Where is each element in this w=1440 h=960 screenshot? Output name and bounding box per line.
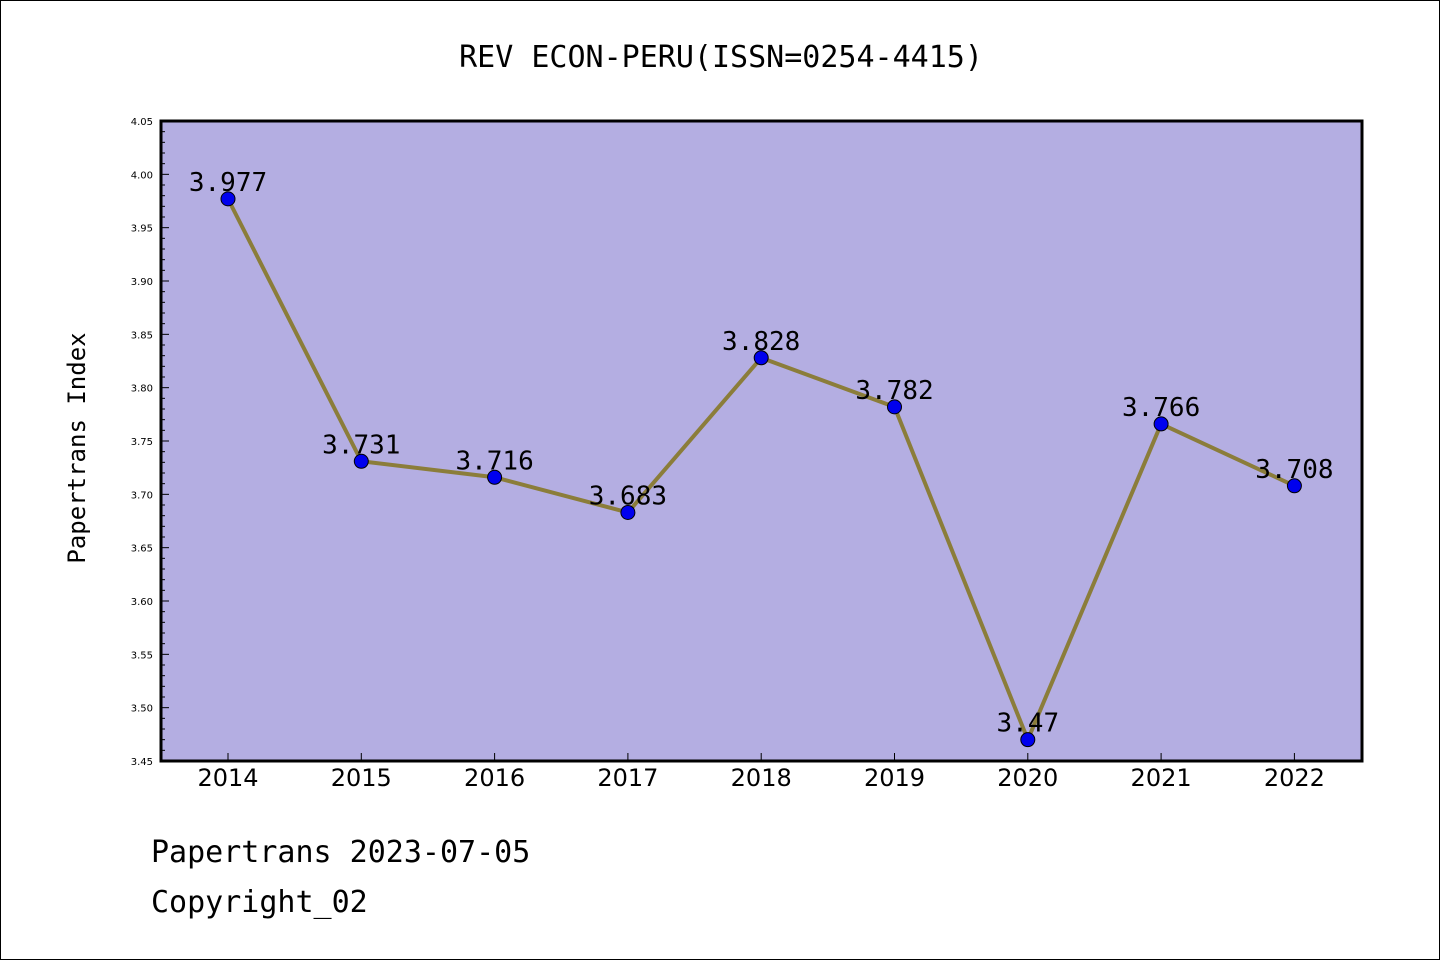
x-tick-label: 2014: [197, 764, 258, 792]
y-tick-label: 3.45: [131, 757, 153, 768]
data-points: [220, 191, 1302, 748]
y-tick-label: 3.75: [131, 437, 153, 448]
plot-border: [159, 119, 1364, 763]
data-label: 3.782: [855, 376, 933, 406]
y-tick-label: 4.05: [131, 117, 153, 128]
data-point: [220, 191, 236, 207]
y-axis: 3.45 3.50 3.55 3.60 3.65 3.70 3.75 3.80 3.85 3.90…: [131, 117, 169, 768]
data-point: [1286, 478, 1302, 494]
data-label: 3.708: [1255, 455, 1333, 485]
data-point: [753, 350, 769, 366]
x-tick-label: 2022: [1264, 764, 1325, 792]
y-tick-label: 3.85: [131, 330, 153, 341]
y-tick-label: 3.60: [131, 597, 153, 608]
chart-title: REV ECON-PERU(ISSN=0254-4415): [459, 40, 983, 75]
data-point: [887, 399, 902, 415]
data-point: [487, 469, 503, 485]
y-tick-label: 3.65: [131, 544, 153, 555]
data-label: 3.731: [322, 430, 400, 460]
data-label: 3.977: [189, 168, 267, 198]
x-tick-label: 2017: [597, 764, 658, 792]
data-point: [353, 453, 369, 469]
data-labels: 3.977 3.731 3.716 3.683 3.828 3.782 3.47 3.766 3…: [189, 168, 1334, 739]
x-tick-label: 2020: [997, 764, 1058, 792]
y-axis-label: Papertrans Index: [63, 332, 91, 563]
data-label: 3.828: [722, 327, 800, 357]
x-tick-label: 2021: [1131, 764, 1192, 792]
y-tick-label: 3.95: [131, 224, 153, 235]
data-label: 3.766: [1122, 393, 1200, 423]
footer-date-text: Papertrans 2023-07-05: [151, 835, 531, 870]
x-axis: 2014 2015 2016 2017 2018 2019 2020 2021 2022: [197, 753, 1325, 792]
plot-area: [161, 121, 1362, 761]
y-tick-label: 3.80: [131, 384, 153, 395]
y-tick-label: 3.50: [131, 704, 153, 715]
data-point: [620, 504, 636, 520]
footer-copyright-text: Copyright_02: [151, 885, 368, 920]
data-point: [1153, 416, 1169, 432]
x-tick-label: 2015: [331, 764, 392, 792]
y-tick-label: 4.00: [131, 170, 153, 181]
x-tick-label: 2016: [464, 764, 525, 792]
data-label: 3.683: [589, 481, 667, 511]
y-tick-label: 3.90: [131, 277, 153, 288]
data-point: [1020, 732, 1036, 748]
y-tick-label: 3.70: [131, 490, 153, 501]
x-tick-label: 2018: [731, 764, 792, 792]
y-tick-label: 3.55: [131, 650, 153, 661]
x-tick-label: 2019: [864, 764, 925, 792]
data-label: 3.716: [455, 446, 533, 476]
data-label: 3.47: [996, 709, 1059, 739]
